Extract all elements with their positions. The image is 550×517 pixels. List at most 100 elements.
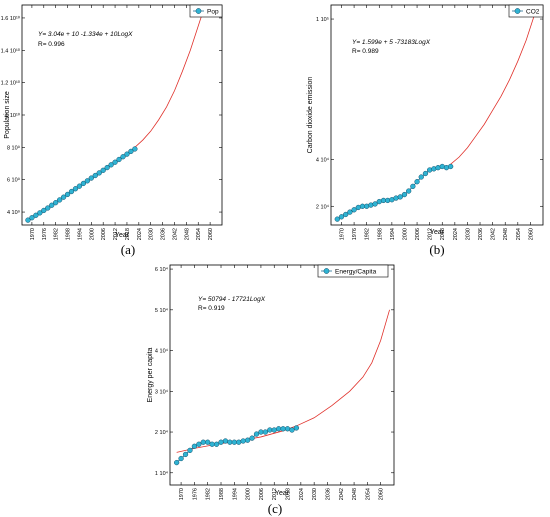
data-point [29,215,35,221]
legend-label: Energy/Capita [335,269,377,276]
y-tick-label: 4 10⁴ [316,156,330,163]
x-tick-label: 2048 [184,228,190,240]
legend: CO2 [508,4,544,18]
x-tick-label: 2012 [428,228,434,240]
data-point [182,451,189,458]
legend-label: Pop [207,9,219,16]
x-tick-label: 1976 [42,228,48,240]
x-tick-label: 2000 [246,488,252,500]
equation-label: Y= 3.04e + 10 -1.334e + 10LogX [38,31,133,38]
data-point [347,209,353,215]
x-tick-label: 2030 [465,228,471,240]
x-tick-label: 2006 [101,228,107,240]
x-tick-label: 1982 [206,488,212,500]
data-point [178,455,184,462]
data-point [49,202,55,208]
x-tick-label: 1970 [30,228,36,240]
data-point [276,426,282,432]
y-tick-label: 6 10⁴ [155,266,169,273]
data-point [108,162,114,168]
data-point [447,163,454,170]
data-point [205,439,211,445]
panel-caption: (b) [429,242,444,257]
chart-marks: 1 10⁴ 2 10⁴ 3 10⁴ 4 10⁴ 5 10⁴ 6 10⁴ 1970 1976 19… [155,265,394,500]
x-tick-label: 2012 [272,488,278,500]
data-point [227,439,233,445]
y-tick-label: 5 10⁴ [155,307,169,314]
y-tick-label: 3 10⁴ [155,388,169,395]
x-axis-label: Year [275,490,290,497]
data-point [293,425,300,431]
x-tick-label: 1982 [365,228,371,240]
data-point [338,214,345,220]
legend-marker [195,8,202,14]
equation-label: Y= 1.599e + 5 -73183LogX [352,39,431,46]
x-tick-label: 2006 [415,228,421,240]
data-point [120,154,126,160]
x-tick-label: 2048 [352,488,358,500]
panel-caption: (a) [121,242,135,257]
data-point [116,156,122,163]
data-point [262,429,269,435]
y-tick-label: 1.6 10¹⁰ [1,15,21,22]
data-point [84,178,90,184]
legend: Energy/Capita [317,264,389,278]
data-point [267,427,273,433]
data-point [72,186,79,192]
x-tick-label: 1976 [352,228,358,240]
data-point [406,188,412,194]
r-value-label: R= 0.989 [352,48,379,55]
x-tick-label: 2054 [196,228,202,240]
data-point [187,447,193,454]
data-point [76,183,83,189]
x-tick-label: 2054 [516,228,522,240]
x-tick-label: 1988 [66,228,72,240]
data-point [33,212,39,218]
data-point [249,435,255,441]
data-point [112,159,118,165]
series-group [334,14,535,222]
legend: Pop [189,4,223,18]
data-point [132,146,138,152]
data-point [253,431,260,437]
y-axis-label: Energy per capita [147,347,154,402]
x-tick-label: 2060 [208,228,214,240]
data-point [196,441,202,447]
legend-box [317,264,389,278]
x-axis-label: Year [115,232,130,239]
x-tick-label: 2000 [402,228,408,240]
x-tick-label: 2006 [259,488,265,500]
plot-frame [169,264,395,486]
plot-frame [21,4,223,226]
x-tick-label: 2018 [440,228,446,240]
data-point [372,201,378,207]
x-tick-label: 2036 [478,228,484,240]
x-tick-label: 2030 [312,488,318,500]
data-point [25,217,31,223]
data-point [401,191,408,198]
series-group [25,5,206,223]
plot-frame [330,4,544,226]
x-tick-label: 1988 [377,228,383,240]
data-point [271,427,277,433]
data-point [124,151,130,157]
data-point [53,200,59,206]
x-tick-label: 1982 [54,228,60,240]
chart-marks: 4 10⁹ 6 10⁹ 8 10⁹ 1 10¹⁰ 1.2 10¹⁰ 1.4 10¹⁰ 1.6… [1,5,222,240]
x-tick-label: 2018 [286,488,292,500]
y-tick-label: 1 10⁴ [155,470,169,477]
y-tick-label: 2 10⁴ [155,429,169,436]
data-point [80,180,87,187]
data-point [397,194,403,200]
y-tick-label: 8 10⁹ [7,144,20,151]
panel-a: 4 10⁹ 6 10⁹ 8 10⁹ 1 10¹⁰ 1.2 10¹⁰ 1.4 10¹⁰ 1.6… [1,4,223,257]
legend-box [189,4,223,18]
x-tick-label: 1994 [390,228,396,240]
x-tick-label: 2042 [339,488,345,500]
x-tick-label: 2012 [113,228,119,240]
x-tick-label: 1976 [192,488,198,500]
x-tick-label: 2060 [528,228,534,240]
x-tick-label: 2018 [125,228,131,240]
y-tick-label: 1 10⁵ [316,16,329,23]
